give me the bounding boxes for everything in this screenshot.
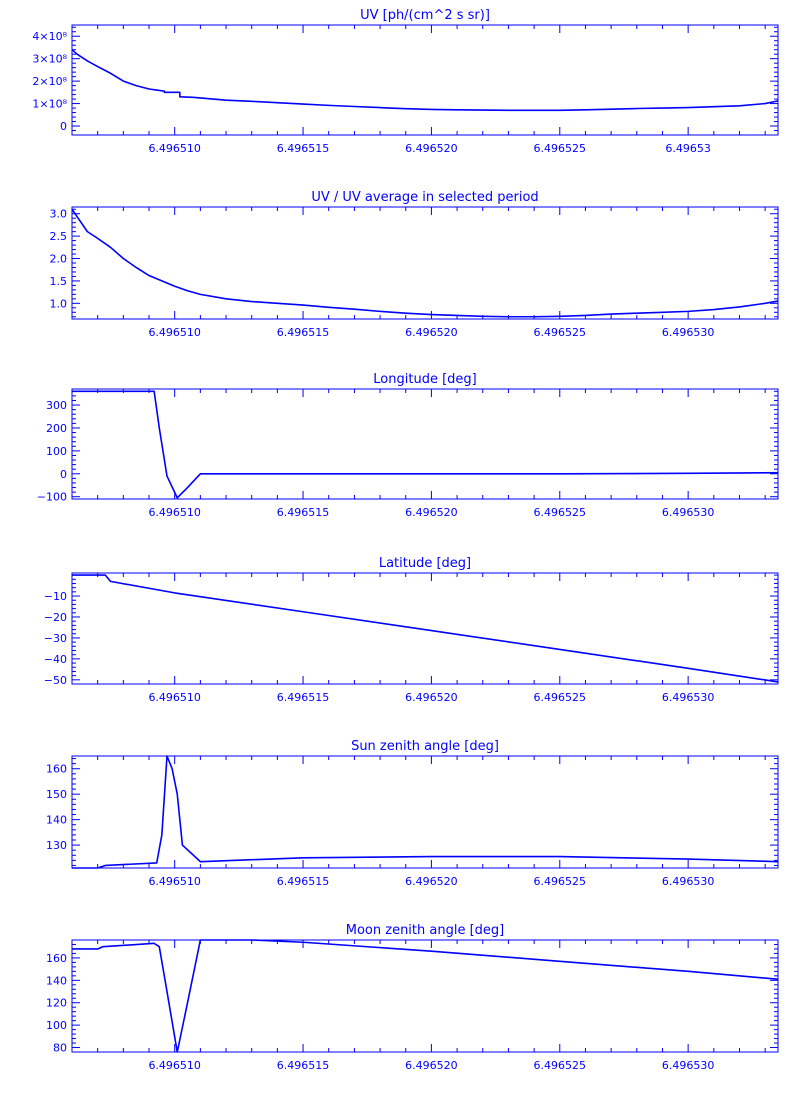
- series-line: [72, 574, 779, 683]
- panel-title: UV / UV average in selected period: [311, 190, 538, 205]
- x-tick-label: 6.496530: [662, 875, 715, 888]
- series-line: [72, 939, 779, 1053]
- series-line: [72, 755, 779, 869]
- y-tick-label: 140: [46, 814, 67, 827]
- x-tick-label: 6.496520: [405, 142, 458, 155]
- panel-title: Moon zenith angle [deg]: [346, 923, 504, 938]
- plot-frame: [71, 755, 779, 869]
- y-tick-label: 1×10⁸: [32, 98, 67, 111]
- y-tick-label: −50: [44, 674, 67, 687]
- y-tick-label: 140: [46, 974, 67, 987]
- y-tick-label: 150: [46, 788, 67, 801]
- x-tick-label: 6.496520: [405, 1059, 458, 1072]
- plot-frame: [71, 572, 779, 685]
- y-tick-label: −100: [37, 491, 67, 504]
- x-tick-label: 6.496520: [405, 875, 458, 888]
- series-line: [71, 49, 779, 112]
- x-tick-label: 6.496530: [662, 326, 715, 339]
- y-tick-label: 0: [60, 120, 67, 133]
- x-tick-label: 6.496530: [662, 1059, 715, 1072]
- y-tick-label: 2×10⁸: [32, 75, 67, 88]
- series-line: [72, 390, 779, 499]
- x-tick-label: 6.496530: [662, 691, 715, 704]
- x-tick-label: 6.496525: [534, 506, 587, 519]
- panel-title: Longitude [deg]: [373, 372, 476, 387]
- panel-3: Longitude [deg] 6.496510 6.496515 6.496520 6…: [37, 372, 779, 519]
- x-tick-label: 6.496520: [405, 326, 458, 339]
- panel-title: Latitude [deg]: [379, 556, 471, 571]
- y-tick-label: 160: [46, 952, 67, 965]
- x-tick-label: 6.496515: [277, 1059, 330, 1072]
- y-tick-label: 2.0: [50, 253, 68, 266]
- panel-title: UV [ph/(cm^2 s sr)]: [360, 8, 490, 23]
- panel-title: Sun zenith angle [deg]: [351, 739, 499, 754]
- x-tick-label: 6.496520: [405, 506, 458, 519]
- y-tick-label: 120: [46, 997, 67, 1010]
- x-tick-label: 6.496525: [534, 1059, 587, 1072]
- y-tick-label: 200: [46, 422, 67, 435]
- x-tick-label: 6.496515: [277, 691, 330, 704]
- plot-frame: [71, 388, 779, 500]
- y-tick-label: −10: [44, 590, 67, 603]
- x-tick-label: 6.496510: [148, 875, 201, 888]
- y-tick-label: 80: [53, 1042, 67, 1055]
- x-tick-label: 6.496515: [277, 326, 330, 339]
- panel-1: UV [ph/(cm^2 s sr)] 6.496510 6.496515 6.496…: [32, 8, 779, 155]
- x-tick-label: 6.496525: [534, 142, 587, 155]
- x-tick-label: 6.496510: [148, 691, 201, 704]
- x-tick-label: 6.496515: [277, 142, 330, 155]
- y-tick-label: 1.5: [50, 275, 68, 288]
- y-tick-label: 130: [46, 839, 67, 852]
- plot-frame: [71, 24, 779, 136]
- panel-5: Sun zenith angle [deg] 6.496510 6.496515 6.…: [46, 739, 779, 888]
- y-tick-label: 0: [60, 468, 67, 481]
- y-tick-label: −40: [44, 653, 67, 666]
- x-tick-label: 6.496510: [148, 326, 201, 339]
- x-tick-label: 6.496510: [148, 506, 201, 519]
- x-tick-label: 6.496515: [277, 506, 330, 519]
- panel-6: Moon zenith angle [deg] 6.496510 6.496515 6…: [46, 923, 779, 1072]
- y-tick-label: −30: [44, 632, 67, 645]
- panel-4: Latitude [deg] 6.496510 6.496515 6.496520 6.…: [44, 556, 779, 704]
- y-tick-label: 100: [46, 1019, 67, 1032]
- panel-2: UV / UV average in selected period 6.4965…: [50, 190, 779, 339]
- x-tick-label: 6.496530: [662, 506, 715, 519]
- plot-frame: [71, 206, 779, 320]
- x-tick-label: 6.496525: [534, 875, 587, 888]
- x-tick-label: 6.49653: [665, 142, 711, 155]
- x-tick-label: 6.496520: [405, 691, 458, 704]
- x-tick-label: 6.496525: [534, 691, 587, 704]
- series-line: [71, 208, 779, 318]
- y-tick-label: 2.5: [50, 230, 68, 243]
- y-tick-label: 3.0: [50, 208, 68, 221]
- plot-frame: [71, 939, 779, 1053]
- x-tick-label: 6.496525: [534, 326, 587, 339]
- x-tick-label: 6.496510: [148, 1059, 201, 1072]
- y-tick-label: 160: [46, 763, 67, 776]
- y-tick-label: −20: [44, 611, 67, 624]
- y-tick-label: 4×10⁸: [32, 30, 67, 43]
- x-tick-label: 6.496515: [277, 875, 330, 888]
- x-tick-label: 6.496510: [148, 142, 201, 155]
- y-tick-label: 1.0: [50, 297, 68, 310]
- y-tick-label: 300: [46, 399, 67, 412]
- y-tick-label: 100: [46, 445, 67, 458]
- y-tick-label: 3×10⁸: [32, 53, 67, 66]
